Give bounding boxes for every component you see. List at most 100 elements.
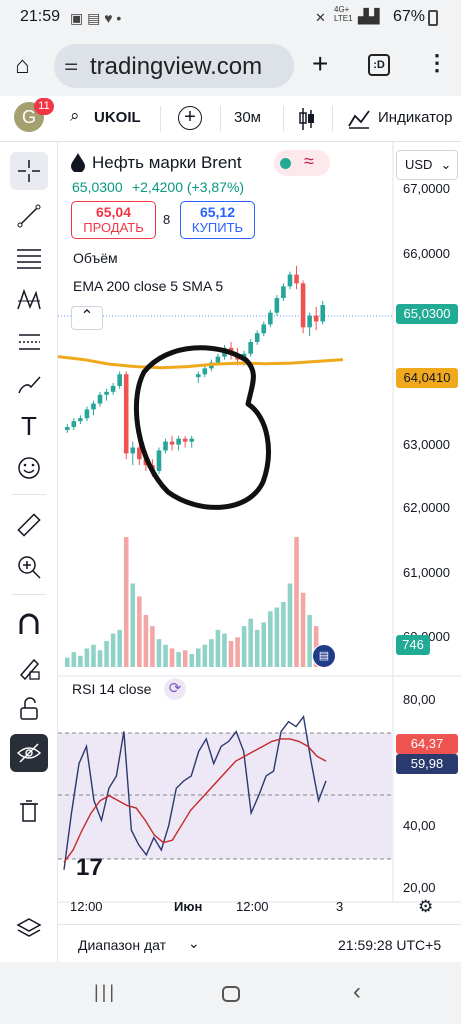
status-bar: 21:59 ▣ ▤ ♥ • ✕ 4G+ LTE1 ▟▟ 67% — [0, 0, 461, 36]
zoom-in-icon[interactable] — [10, 548, 48, 586]
mute-icon: ✕ — [315, 10, 326, 25]
last-price: 65,0300 — [72, 179, 123, 195]
settings-gear-icon[interactable]: ⚙ — [418, 897, 434, 916]
volume-bar — [261, 622, 267, 667]
volume-bar — [130, 583, 136, 667]
candle — [104, 391, 109, 395]
stay-drawing-icon[interactable] — [10, 648, 48, 686]
divider — [283, 106, 284, 132]
url-field[interactable]: ⚌ tradingview.com — [54, 44, 294, 88]
ruler-tool-icon[interactable] — [10, 506, 48, 544]
candle — [202, 368, 208, 375]
rsi-legend[interactable]: RSI 14 close — [72, 681, 152, 697]
volume-bar — [300, 592, 306, 667]
candle — [300, 283, 306, 328]
status-time: 21:59 — [20, 8, 61, 25]
collapse-legend-chevron-icon[interactable]: ⌃ — [71, 306, 103, 330]
divider — [160, 106, 161, 132]
fib-tool-icon[interactable] — [10, 239, 48, 277]
battery-text: 67% — [393, 8, 426, 25]
volume-bar — [202, 644, 208, 667]
crosshair-tool-icon[interactable] — [10, 152, 48, 190]
hide-drawings-icon[interactable] — [10, 734, 48, 772]
network-label: 4G+ LTE1 — [334, 5, 353, 23]
tradingview-logo[interactable]: 17 — [76, 854, 103, 881]
candle — [97, 394, 103, 404]
candle — [261, 324, 267, 334]
system-nav-bar: ||| ‹ — [0, 962, 461, 1024]
refresh-icon[interactable]: ⟳ — [164, 678, 186, 700]
trend-line-tool-icon[interactable] — [10, 197, 48, 235]
indicators-icon[interactable] — [347, 108, 371, 130]
pattern-tool-icon[interactable] — [10, 281, 48, 319]
layers-icon[interactable] — [10, 910, 48, 948]
buy-label: КУПИТЬ — [191, 220, 244, 235]
buy-button[interactable]: 65,12 КУПИТЬ — [180, 201, 255, 239]
indicators-button[interactable]: Индикатор — [378, 109, 453, 126]
volume-bar — [117, 629, 122, 667]
volume-bar — [163, 644, 168, 667]
candle — [274, 298, 280, 313]
volume-bar — [248, 618, 253, 667]
browser-url-bar: ⌂ ⚌ tradingview.com + :D ⋮ — [0, 36, 461, 96]
interval-button[interactable]: 30м — [234, 109, 261, 126]
volume-bar — [110, 633, 116, 667]
brush-tool-icon[interactable] — [10, 365, 48, 403]
candle — [176, 438, 181, 445]
price-axis-label: 61,0000 — [403, 565, 450, 580]
recents-icon[interactable]: ||| — [94, 982, 118, 1002]
time-axis-label: 12:00 — [236, 899, 269, 914]
candle — [169, 441, 175, 445]
browser-menu-icon[interactable]: ⋮ — [426, 50, 448, 75]
candle — [71, 421, 77, 427]
price-axis-label: 66,0000 — [403, 246, 450, 261]
hand-drawn-circle[interactable] — [133, 345, 271, 510]
price-axis-label: 62,0000 — [403, 500, 450, 515]
back-icon[interactable]: ‹ — [353, 978, 361, 1005]
date-range-button[interactable]: Диапазон дат — [78, 937, 167, 953]
chevron-down-icon[interactable]: ⌄ — [188, 935, 200, 951]
candle — [64, 427, 70, 430]
site-settings-icon[interactable]: ⚌ — [64, 57, 79, 74]
symbol-button[interactable]: UKOIL — [94, 109, 141, 126]
rsi-axis-label: 40,00 — [403, 818, 436, 833]
home-icon[interactable]: ⌂ — [15, 52, 30, 79]
tab-switcher-button[interactable]: :D — [368, 54, 390, 76]
magnet-icon[interactable] — [10, 606, 48, 644]
candle — [189, 438, 195, 442]
search-icon[interactable]: ⌕ — [70, 106, 80, 125]
trash-icon[interactable] — [10, 792, 48, 830]
home-nav-icon[interactable] — [222, 986, 240, 1002]
ema-legend[interactable]: EMA 200 close 5 SMA 5 — [73, 278, 224, 294]
sell-button[interactable]: 65,04 ПРОДАТЬ — [71, 201, 156, 239]
chart-area[interactable]: Нефть марки Brent ≈ 65,0300 +2,4200 (+3,… — [58, 142, 461, 962]
price-change: +2,4200 (+3,87%) — [132, 179, 245, 195]
chart-canvas[interactable] — [58, 142, 461, 952]
candle — [215, 356, 221, 363]
last-price-label: 65,0300 — [396, 304, 458, 324]
text-tool-icon[interactable]: T — [21, 410, 37, 441]
candle — [287, 274, 293, 287]
volume-legend[interactable]: Объём — [73, 250, 118, 266]
candle — [182, 438, 188, 442]
candle — [137, 447, 142, 460]
volume-bar — [123, 537, 129, 667]
candle — [195, 374, 201, 378]
volume-bar — [209, 639, 214, 667]
emoji-tool-icon[interactable] — [10, 449, 48, 487]
candle — [307, 315, 312, 328]
clock-timezone[interactable]: 21:59:28 UTC+5 — [338, 937, 442, 953]
volume-bar — [268, 611, 273, 667]
volume-bar — [137, 596, 142, 667]
candle — [268, 312, 273, 325]
compare-add-icon[interactable]: + — [178, 106, 202, 130]
symbol-title[interactable]: Нефть марки Brent — [92, 153, 242, 172]
lock-icon[interactable] — [10, 690, 48, 728]
prediction-tool-icon[interactable] — [10, 323, 48, 361]
market-open-dot — [280, 158, 291, 169]
candle — [294, 274, 299, 284]
divider — [12, 494, 46, 495]
new-tab-icon[interactable]: + — [312, 48, 329, 79]
candles-type-icon[interactable] — [298, 106, 316, 132]
currency-button[interactable]: USD ⌄ — [396, 150, 458, 180]
